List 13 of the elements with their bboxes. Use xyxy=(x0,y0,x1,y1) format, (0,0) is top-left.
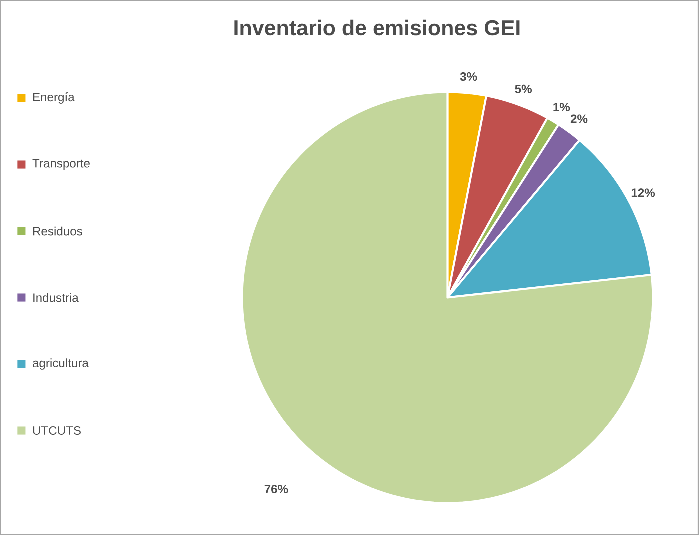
data-label: 1% xyxy=(554,103,570,112)
data-label: 76% xyxy=(264,484,288,494)
data-label: 12% xyxy=(632,188,656,198)
legend-label: Transporte xyxy=(32,159,90,170)
legend-label: Residuos xyxy=(33,226,82,236)
chart-title: Inventario de emisiones GEI xyxy=(234,20,520,36)
legend-label: Industria xyxy=(34,293,79,302)
legend-label: UTCUTS xyxy=(33,426,81,436)
legend-label: Energía xyxy=(33,92,75,104)
legend-label: agricultura xyxy=(32,358,89,370)
data-label: 2% xyxy=(570,114,588,124)
data-label: 3% xyxy=(460,72,478,82)
data-label: 5% xyxy=(515,84,532,94)
